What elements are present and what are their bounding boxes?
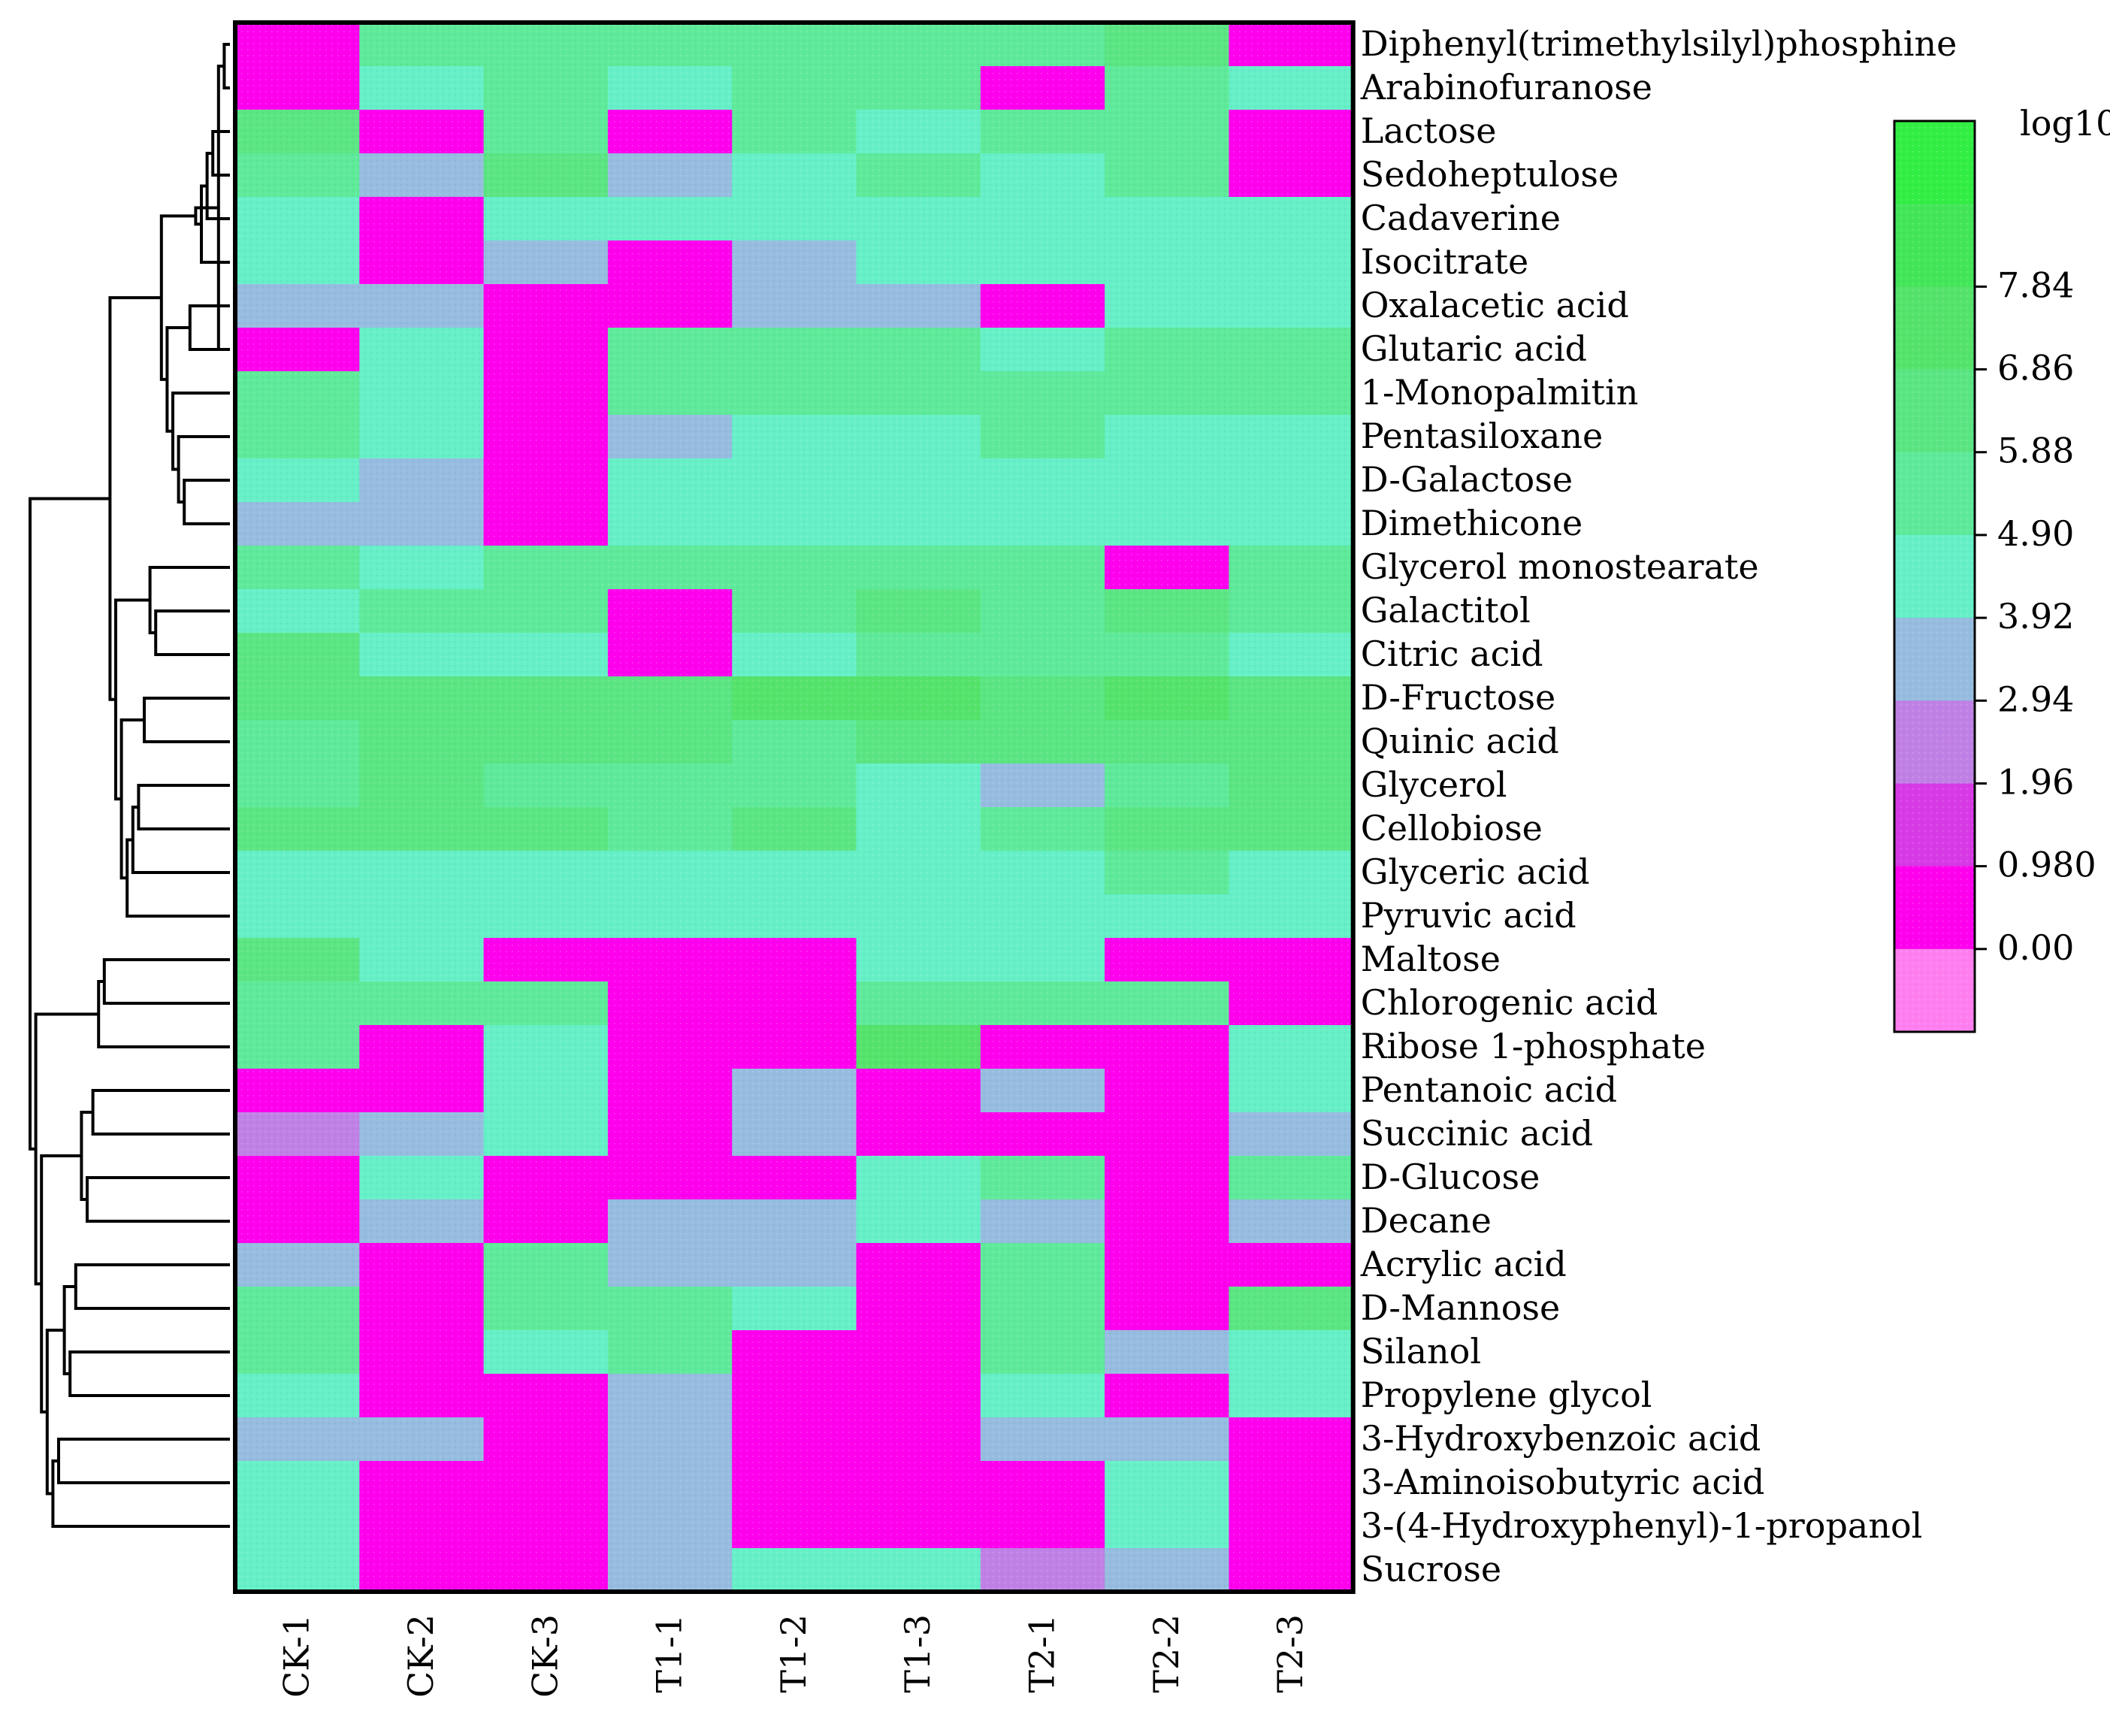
colorbar-tick-label: 1.96	[1997, 762, 2074, 803]
dendrogram-branch	[148, 566, 230, 634]
row-label: Oxalacetic acid	[1361, 285, 1629, 325]
row-dendrogram	[29, 43, 230, 1528]
colorbar-tick-label: 0.980	[1997, 845, 2096, 885]
colorbar-border	[1893, 119, 1976, 1033]
row-label: Arabinofuranose	[1360, 67, 1652, 107]
colorbar-tick-label: 2.94	[1997, 679, 2074, 719]
dendrogram-branch	[74, 1263, 230, 1310]
column-labels: CK-1 CK-2 CK-3 T1-1 T1-2 T1-3 T2-1 T2-2 T2-3	[277, 1614, 1310, 1698]
dendrogram-branch	[86, 1176, 230, 1223]
dendrogram-branch	[143, 697, 230, 743]
dendrogram-branch	[45, 1329, 65, 1496]
dendrogram-branch	[29, 497, 110, 1151]
row-label: D-Mannose	[1361, 1287, 1561, 1328]
column-label: CK-2	[401, 1614, 441, 1698]
row-label: Silanol	[1361, 1331, 1481, 1372]
dendrogram-branch	[34, 1012, 99, 1286]
row-labels: Diphenyl(trimethylsilyl)phosphineArabino…	[1360, 23, 1957, 1589]
heatmap-texture	[235, 23, 1353, 1592]
row-label: Propylene glycol	[1361, 1375, 1652, 1415]
column-label: CK-1	[277, 1614, 317, 1698]
colorbar-tick-label: 3.92	[1997, 596, 2074, 637]
row-label: Sucrose	[1361, 1549, 1501, 1589]
row-label: Ribose 1-phosphate	[1361, 1026, 1706, 1066]
row-label: Diphenyl(trimethylsilyl)phosphine	[1361, 23, 1957, 64]
column-label: T2-3	[1270, 1614, 1310, 1693]
row-label: Decane	[1361, 1200, 1492, 1241]
colorbar-tick-label: 6.86	[1997, 348, 2074, 389]
row-label: Lactose	[1361, 110, 1497, 151]
column-label: T2-2	[1146, 1614, 1186, 1693]
dendrogram-branch	[57, 1438, 230, 1484]
row-label: Isocitrate	[1361, 241, 1529, 282]
dendrogram-branch	[125, 838, 230, 918]
dendrogram-branch	[51, 1459, 230, 1528]
row-label: Acrylic acid	[1360, 1244, 1567, 1284]
dendrogram-branch	[68, 1350, 230, 1397]
column-label: T1-2	[773, 1614, 814, 1693]
row-label: 3-Aminoisobutyric acid	[1361, 1462, 1765, 1502]
dendrogram-branch	[131, 806, 230, 874]
dendrogram-branch	[91, 1089, 230, 1136]
dendrogram-branch	[211, 130, 230, 177]
row-label: Glycerol monostearate	[1361, 546, 1759, 587]
colorbar-texture	[1894, 121, 1975, 1032]
row-label: 3-Hydroxybenzoic acid	[1361, 1418, 1761, 1459]
dendrogram-branch	[222, 43, 230, 89]
row-label: D-Fructose	[1361, 677, 1556, 718]
row-label: Pentasiloxane	[1361, 416, 1604, 456]
dendrogram-branch	[183, 479, 230, 525]
row-label: Citric acid	[1361, 634, 1543, 674]
colorbar-tick-label: 5.88	[1997, 431, 2074, 471]
colorbar-tick-label: 7.84	[1997, 265, 2074, 305]
dendrogram-branch	[137, 784, 230, 830]
colorbar: 7.84 6.86 5.88 4.90 3.92 2.94 1.96 0.980 0.00 log…	[1893, 103, 2110, 1033]
row-label: 1-Monopalmitin	[1361, 372, 1639, 413]
row-label: Pentanoic acid	[1361, 1069, 1617, 1110]
dendrogram-branch	[154, 609, 230, 656]
column-label: CK-3	[524, 1614, 565, 1698]
column-label: T1-3	[897, 1614, 938, 1693]
row-label: 3-(4-Hydroxyphenyl)-1-propanol	[1361, 1505, 1923, 1546]
dendrogram-branch	[177, 435, 230, 504]
dendrogram-branch	[102, 958, 230, 1005]
column-label: T2-1	[1021, 1614, 1062, 1693]
dendrogram-branch	[165, 326, 190, 433]
column-label: T1-1	[649, 1614, 690, 1693]
row-label: Dimethicone	[1361, 503, 1583, 543]
row-label: Quinic acid	[1361, 721, 1559, 761]
colorbar-tick-label: 4.90	[1997, 513, 2074, 554]
row-label: Cadaverine	[1361, 198, 1561, 238]
dendrogram-branch	[188, 304, 230, 351]
heatmap-border	[233, 20, 1356, 1594]
row-label: Maltose	[1361, 939, 1501, 979]
row-label: D-Glucose	[1361, 1157, 1540, 1197]
row-label: Pyruvic acid	[1361, 895, 1576, 936]
dendrogram-branch	[108, 296, 162, 701]
row-label: Sedoheptulose	[1361, 154, 1619, 195]
row-label: Chlorogenic acid	[1361, 982, 1658, 1023]
row-label: Glutaric acid	[1361, 328, 1587, 369]
colorbar-tick-label: 0.00	[1997, 927, 2074, 968]
row-label: Glycerol	[1361, 764, 1507, 805]
row-label: Cellobiose	[1361, 808, 1543, 848]
row-label: Succinic acid	[1361, 1113, 1593, 1154]
dendrogram-branch	[171, 392, 230, 471]
colorbar-title: log10	[2020, 103, 2110, 144]
row-label: Galactitol	[1361, 590, 1531, 631]
row-label: Glyceric acid	[1361, 851, 1590, 892]
row-label: D-Galactose	[1361, 459, 1573, 500]
dendrogram-branch	[97, 980, 230, 1048]
